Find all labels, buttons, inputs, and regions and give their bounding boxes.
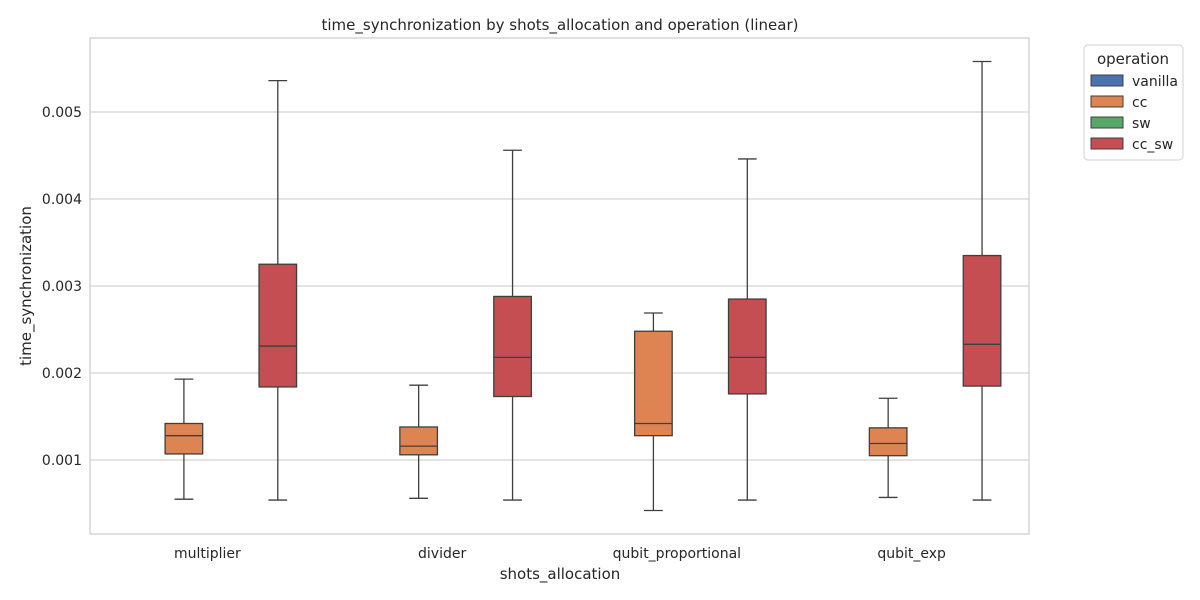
legend-swatch [1090,95,1124,108]
legend-swatch [1090,116,1124,129]
iqr-box [962,254,1002,387]
iqr-box [399,426,439,456]
y-tick-label: 0.001 [42,453,82,469]
legend-entries: vanilla cc sw cc_sw [1090,74,1178,153]
x-tick-labels: multiplier divider qubit_proportional qubit… [174,546,946,562]
y-tick-label: 0.005 [42,105,82,121]
box-cc-divider [399,384,439,499]
y-tick-label: 0.003 [42,279,82,295]
legend-entry-cc_sw: cc_sw [1090,137,1173,153]
iqr-box [258,263,298,388]
legend-entry-sw: sw [1090,116,1151,132]
legend-label: sw [1132,116,1151,132]
iqr-box [727,298,767,395]
iqr-box [633,330,673,437]
box-cc_sw-multiplier [258,79,298,501]
legend-label: cc [1132,95,1147,111]
y-tick-labels: 0.001 0.002 0.003 0.004 0.005 [42,105,82,469]
iqr-box [164,422,204,455]
box-cc-multiplier [164,378,204,500]
y-tick-label: 0.004 [42,192,82,208]
x-tick-label: qubit_exp [877,546,946,562]
legend-label: vanilla [1132,74,1178,90]
y-tick-label: 0.002 [42,366,82,382]
legend: operation vanilla cc sw cc_sw [1083,44,1184,161]
legend-entry-vanilla: vanilla [1090,74,1178,90]
y-axis-label: time_synchronization [17,206,36,366]
chart-title: time_synchronization by shots_allocation… [321,16,798,35]
x-tick-label: multiplier [174,546,241,562]
grid-layer [90,111,1029,461]
box-cc-qubit_proportional [633,312,673,512]
box-layer [164,60,1002,512]
legend-swatch [1090,137,1124,150]
iqr-box [868,427,908,457]
x-axis-label: shots_allocation [500,565,621,584]
x-tick-label: divider [418,546,466,562]
x-tick-label: qubit_proportional [613,546,741,562]
box-cc-qubit_exp [868,397,908,499]
box-cc_sw-qubit_exp [962,60,1002,501]
legend-label: cc_sw [1132,137,1173,153]
legend-swatch [1090,74,1124,87]
legend-entry-cc: cc [1090,95,1147,111]
plot-area-frame [89,37,1030,535]
iqr-box [493,295,532,398]
box-cc_sw-divider [493,149,532,501]
legend-box [1083,44,1184,161]
box-cc_sw-qubit_proportional [727,158,767,501]
legend-title: operation [1097,50,1169,68]
